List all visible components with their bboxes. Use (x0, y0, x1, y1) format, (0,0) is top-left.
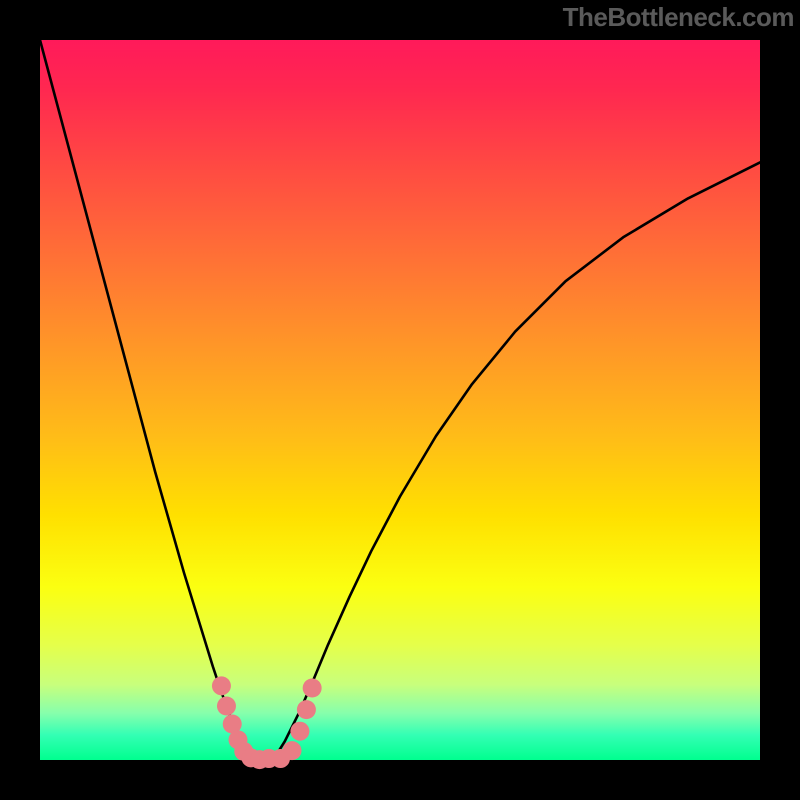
marker-point (297, 700, 316, 719)
watermark-text: TheBottleneck.com (563, 0, 800, 33)
marker-point (217, 697, 236, 716)
marker-point (212, 676, 231, 695)
chart-container: TheBottleneck.com (0, 0, 800, 800)
bottleneck-curve-chart (0, 0, 800, 800)
plot-gradient-background (40, 40, 760, 760)
marker-point (283, 741, 302, 760)
marker-point (290, 722, 309, 741)
marker-point (303, 679, 322, 698)
